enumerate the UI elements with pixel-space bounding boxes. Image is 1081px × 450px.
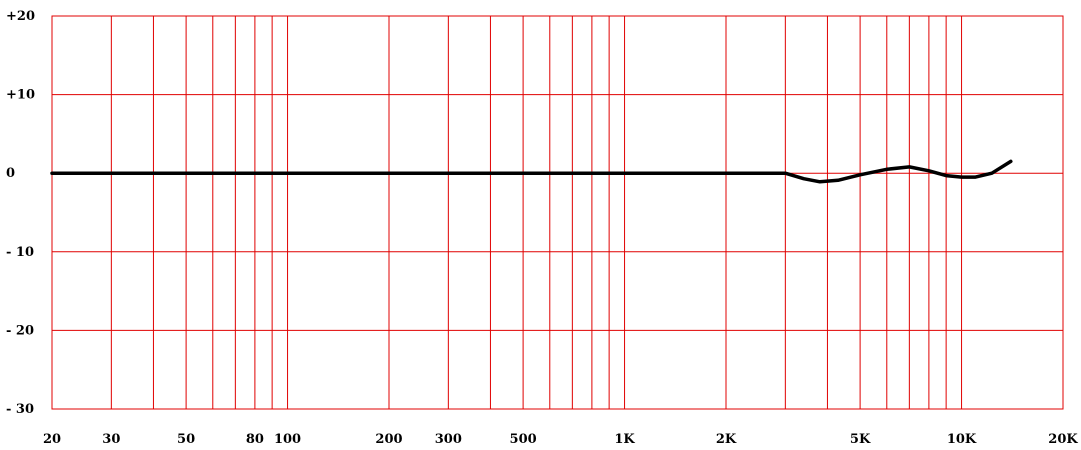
x-tick-label: 20K bbox=[1048, 432, 1078, 447]
x-tick-label: 1K bbox=[614, 432, 635, 447]
y-tick-label: - 20 bbox=[6, 323, 34, 338]
series-line bbox=[50, 159, 1013, 184]
x-tick-label: 200 bbox=[375, 432, 402, 447]
series-lines bbox=[50, 159, 1013, 184]
x-tick-label: 10K bbox=[947, 432, 977, 447]
x-tick-label: 50 bbox=[177, 432, 195, 447]
x-tick-label: 500 bbox=[510, 432, 537, 447]
y-tick-label: - 10 bbox=[6, 245, 34, 260]
x-tick-label: 80 bbox=[246, 432, 264, 447]
y-tick-label: +20 bbox=[6, 9, 35, 24]
grid bbox=[51, 15, 1064, 410]
x-tick-label: 100 bbox=[274, 432, 301, 447]
plot-border bbox=[51, 15, 1064, 410]
x-tick-labels: 20 30 50 80 100 200 300 500 1K 2K 5K 10K 20K bbox=[43, 432, 1078, 447]
y-tick-labels: +20 +10 0 - 10 - 20 - 30 bbox=[6, 9, 35, 417]
x-tick-label: 5K bbox=[850, 432, 871, 447]
x-tick-label: 30 bbox=[102, 432, 120, 447]
x-tick-label: 2K bbox=[716, 432, 737, 447]
y-tick-label: +10 bbox=[6, 88, 35, 103]
x-tick-label: 20 bbox=[43, 432, 61, 447]
y-tick-label: - 30 bbox=[6, 402, 34, 417]
x-tick-label: 300 bbox=[435, 432, 462, 447]
y-tick-label: 0 bbox=[6, 166, 15, 181]
